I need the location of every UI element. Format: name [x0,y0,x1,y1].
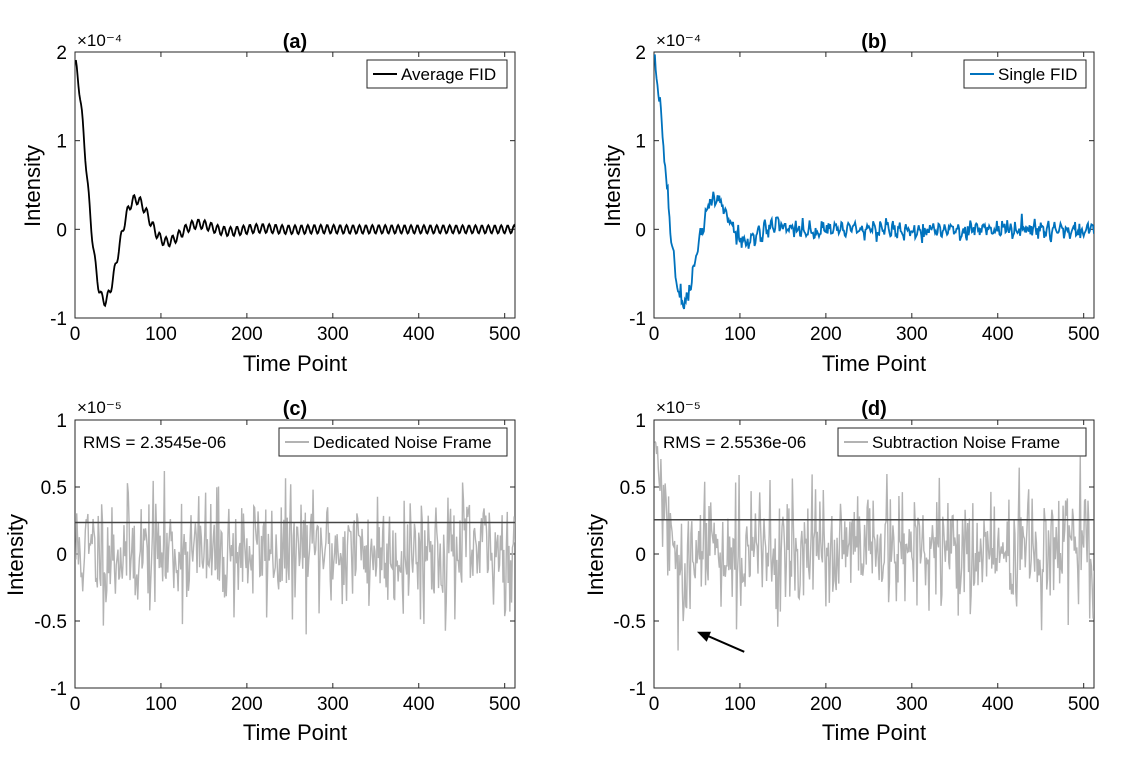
panel-c-xtick-label: 400 [403,694,435,715]
panel-b-ytick-label: -1 [629,309,646,330]
panel-b-xtick-label: 0 [649,324,660,345]
panel-b-x-axis-label: Time Point [822,351,926,376]
panel-a: (a) ×10⁻⁴ -1 0 1 2 0 100 200 300 400 500… [20,31,521,376]
panel-c-y-ticks: -1 -0.5 0 0.5 1 [34,411,67,700]
panel-a-exponent: ×10⁻⁴ [77,31,122,50]
panel-b-ytick-label: 2 [635,43,646,64]
panel-a-xtick-label: 100 [145,324,177,345]
panel-b-xtick-label: 500 [1068,324,1100,345]
panel-c-ytick-label: -1 [50,679,67,700]
panel-d-title: (d) [861,398,887,420]
panel-b-exponent: ×10⁻⁴ [656,31,701,50]
panel-a-y-axis-label: Intensity [20,145,45,227]
panel-a-y-ticks: -1 0 1 2 [50,43,67,330]
panel-d-legend-label: Subtraction Noise Frame [872,433,1060,452]
panel-d-x-ticks: 0 100 200 300 400 500 [649,694,1100,715]
panel-d-exponent: ×10⁻⁵ [656,398,701,417]
panel-d-y-ticks: -1 -0.5 0 0.5 1 [613,411,646,700]
panel-c-xtick-label: 200 [231,694,263,715]
panel-a-xtick-label: 500 [489,324,521,345]
panel-c-legend-box [278,427,508,457]
panel-a-title: (a) [283,31,307,53]
panel-d-arrow-head [696,631,711,642]
panel-d-xtick-label: 500 [1068,694,1100,715]
panel-c-y-axis-label: Intensity [3,514,28,596]
panel-b: (b) ×10⁻⁴ -1 0 1 2 0 100 200 300 400 500… [600,31,1100,376]
panel-d-ytick-label: 0 [635,545,646,566]
panel-d-ytick-label: -1 [629,679,646,700]
panel-c-xtick-label: 100 [145,694,177,715]
panel-d-arrow [704,633,745,653]
panel-c-ytick-label: 0 [56,545,67,566]
panel-d-xtick-label: 400 [982,694,1014,715]
panel-a-ytick-label: 2 [56,43,67,64]
panel-b-series-line [654,54,1094,310]
panel-c-xtick-label: 300 [317,694,349,715]
panel-d-ytick-label: 0.5 [620,478,646,499]
panel-a-xtick-label: 300 [317,324,349,345]
panel-a-ytick-label: -1 [50,309,67,330]
panel-d-rms-annotation: RMS = 2.5536e-06 [663,433,806,452]
panel-d-xtick-label: 100 [724,694,756,715]
panel-b-ytick-label: 1 [635,132,646,153]
panel-c-legend-label: Dedicated Noise Frame [313,433,492,452]
panel-c-title: (c) [283,398,307,420]
panel-a-ytick-label: 0 [56,220,67,241]
panel-d-y-axis-label: Intensity [583,514,608,596]
panel-c: (c) ×10⁻⁵ -1 -0.5 0 0.5 1 0 100 200 300 … [3,398,521,745]
panel-b-xtick-label: 200 [810,324,842,345]
panel-d-xtick-label: 0 [649,694,660,715]
panel-a-ytick-label: 1 [56,132,67,153]
panel-c-x-ticks: 0 100 200 300 400 500 [70,694,521,715]
panel-a-x-ticks: 0 100 200 300 400 500 [70,324,521,345]
panel-c-ytick-label: 1 [56,411,67,432]
panel-b-xtick-label: 100 [724,324,756,345]
panel-c-rms-annotation: RMS = 2.3545e-06 [83,433,226,452]
panel-d-x-axis-label: Time Point [822,720,926,745]
panel-d-legend-box [837,427,1087,457]
panel-a-axes-box [74,51,516,319]
panel-a-xtick-label: 200 [231,324,263,345]
panel-c-xtick-label: 0 [70,694,81,715]
panel-b-xtick-label: 400 [982,324,1014,345]
panel-b-axes-box [653,51,1095,319]
panel-b-ytick-label: 0 [635,220,646,241]
panel-b-title: (b) [861,31,887,53]
panel-b-x-ticks: 0 100 200 300 400 500 [649,324,1100,345]
panel-d-xtick-label: 300 [896,694,928,715]
panel-d-xtick-label: 200 [810,694,842,715]
panel-d-ytick-label: -0.5 [613,612,646,633]
panel-a-series-line [75,59,515,308]
panel-a-x-axis-label: Time Point [243,351,347,376]
panel-d-ytick-label: 1 [635,411,646,432]
panel-c-x-axis-label: Time Point [243,720,347,745]
panel-c-xtick-label: 500 [489,694,521,715]
panel-c-ytick-label: -0.5 [34,612,67,633]
panel-d: (d) ×10⁻⁵ -1 -0.5 0 0.5 1 0 100 200 300 … [583,398,1100,745]
panel-c-ytick-label: 0.5 [41,478,67,499]
panel-b-y-axis-label: Intensity [600,145,625,227]
panel-b-legend-label: Single FID [998,65,1077,84]
panel-b-xtick-label: 300 [896,324,928,345]
panel-a-xtick-label: 0 [70,324,81,345]
panel-a-legend-label: Average FID [401,65,496,84]
panel-d-series-line [654,441,1094,651]
panel-a-xtick-label: 400 [403,324,435,345]
panel-c-exponent: ×10⁻⁵ [77,398,122,417]
panel-b-y-ticks: -1 0 1 2 [629,43,646,330]
